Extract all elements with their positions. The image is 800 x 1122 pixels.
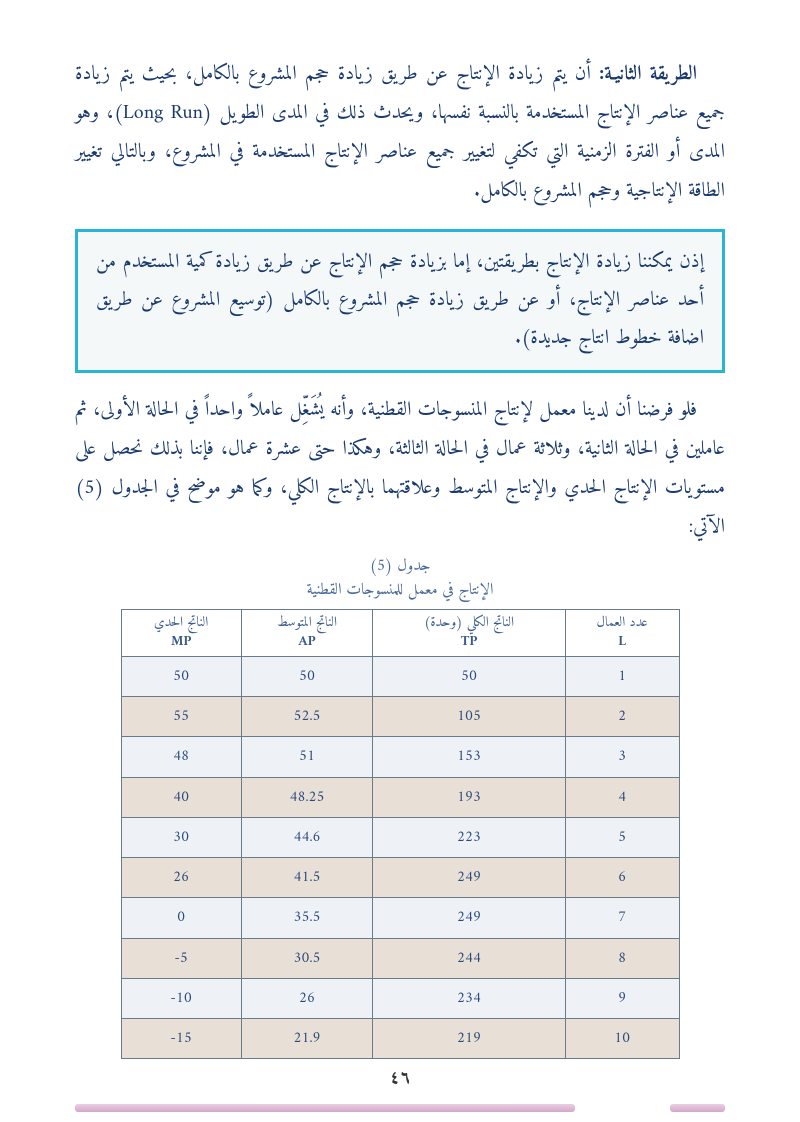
table-row: 923426-10 xyxy=(121,978,679,1018)
table-row: 824430.5-5 xyxy=(121,938,679,978)
table-body: 1505050 210552.555 31535148 419348.2540 … xyxy=(121,656,679,1059)
table-row: 624941.526 xyxy=(121,858,679,898)
table-row: 724935.50 xyxy=(121,898,679,938)
table-row: 1021921.9-15 xyxy=(121,1019,679,1059)
table-row: 419348.2540 xyxy=(121,777,679,817)
col-header-L: عدد العمالL xyxy=(565,610,679,657)
table-row: 522344.630 xyxy=(121,817,679,857)
table-row: 31535148 xyxy=(121,737,679,777)
intro-paragraph: الطريقة الثانيـة: أن يتم زيادة الإنتاج ع… xyxy=(75,55,725,211)
footer-accent-right xyxy=(670,1104,725,1112)
callout-text: إذن يمكننا زيادة الإنتاج بطريقتين، إما ب… xyxy=(96,245,704,356)
table-caption: جدول (5) الإنتاج في معمل للمنسوجات القطن… xyxy=(75,555,725,603)
table-row: 210552.555 xyxy=(121,697,679,737)
col-header-AP: الناتج المتوسطAP xyxy=(241,610,373,657)
col-header-TP: الناتج الكلي (وحدة)TP xyxy=(373,610,566,657)
para1-lead: الطريقة الثانيـة: xyxy=(599,57,697,92)
col-header-MP: الناتج الحديMP xyxy=(121,610,241,657)
page-number: ٤٦ xyxy=(0,1061,800,1096)
table-row: 1505050 xyxy=(121,656,679,696)
production-table: عدد العمالL الناتج الكلي (وحدة)TP الناتج… xyxy=(121,609,680,1059)
table-header-row: عدد العمالL الناتج الكلي (وحدة)TP الناتج… xyxy=(121,610,679,657)
caption-line-2: الإنتاج في معمل للمنسوجات القطنية xyxy=(307,577,494,605)
example-paragraph: فلو فرضنا أن لدينا معمل لإنتاج المنسوجات… xyxy=(75,391,725,547)
callout-box: إذن يمكننا زيادة الإنتاج بطريقتين، إما ب… xyxy=(75,229,725,373)
footer-accent-left xyxy=(75,1104,575,1112)
